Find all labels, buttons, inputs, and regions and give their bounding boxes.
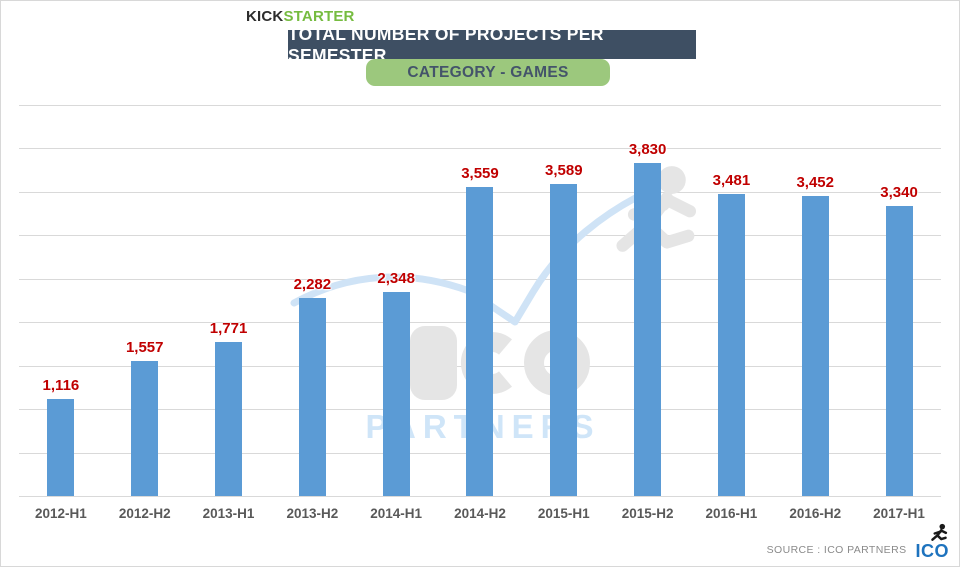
x-axis-label: 2015-H1 [537,506,590,521]
bars-container: 1,116 1,557 1,771 2,282 2,348 3,559 3,58… [19,105,941,496]
bar-group: 3,340 [857,105,941,496]
x-axis-label: 2017-H1 [873,506,925,521]
x-axis-label: 2012-H1 [35,506,87,521]
bar-group: 3,452 [773,105,857,496]
bar [382,292,410,496]
x-axis-label: 2015-H2 [621,506,674,521]
bar [550,184,578,496]
bar [717,193,745,496]
x-axis-label: 2013-H1 [202,506,255,521]
kickstarter-logo-kick: KICK [246,8,284,25]
bar [47,399,75,496]
bar [634,163,662,496]
bar-value-label: 3,830 [628,141,667,159]
bar-group: 2,282 [270,105,354,496]
x-axis-label: 2016-H1 [705,506,758,521]
bar-value-label: 3,340 [880,183,918,201]
bar-value-label: 1,116 [42,377,80,395]
x-axis-label: 2013-H2 [286,506,339,521]
bar-value-label: 3,452 [796,174,834,192]
ico-logo: ICO [915,523,949,560]
bar [215,342,243,496]
x-axis-label: 2012-H2 [118,506,171,521]
gridline [19,496,941,497]
bar [131,360,159,496]
bar-group: 1,116 [19,105,103,496]
bar-value-label: 2,348 [377,270,415,287]
chart-title: TOTAL NUMBER OF PROJECTS PER SEMESTER [288,24,696,65]
gridline [19,148,941,150]
bar-value-label: 3,559 [461,164,499,182]
bar [885,205,913,496]
x-axis-label: 2014-H1 [370,506,423,521]
bar-group: 3,830 [606,105,690,496]
bar-group: 3,481 [690,105,774,496]
x-axis-label: 2016-H2 [789,506,842,521]
bar [298,297,326,496]
gridline [19,105,941,106]
bar-group: 1,771 [187,105,271,496]
bar-group: 3,589 [522,105,606,496]
footer: SOURCE : ICO PARTNERS ICO [767,523,949,560]
bar-group: 1,557 [103,105,187,496]
bar-value-label: 2,282 [293,275,332,293]
bar-value-label: 3,589 [545,162,583,180]
source-caption: SOURCE : ICO PARTNERS [766,544,907,556]
bar [466,186,494,496]
bar-group: 2,348 [354,105,438,496]
kickstarter-logo: KICKSTARTER [246,8,355,25]
ico-logo-text: ICO [915,541,949,561]
plot-area: PARTNERS 1,116 1,557 1,771 2,282 2,348 3… [19,105,941,497]
bar-value-label: 3,481 [712,171,751,189]
bar-group: 3,559 [438,105,522,496]
chart-subtitle: CATEGORY - GAMES [366,59,610,86]
bar [801,196,829,496]
x-axis-label: 2014-H2 [454,506,506,521]
bar-value-label: 1,771 [209,320,248,338]
x-axis-labels: 2012-H1 2012-H2 2013-H1 2013-H2 2014-H1 … [19,506,941,521]
kickstarter-logo-starter: STARTER [283,8,355,25]
bar-value-label: 1,557 [125,338,164,356]
